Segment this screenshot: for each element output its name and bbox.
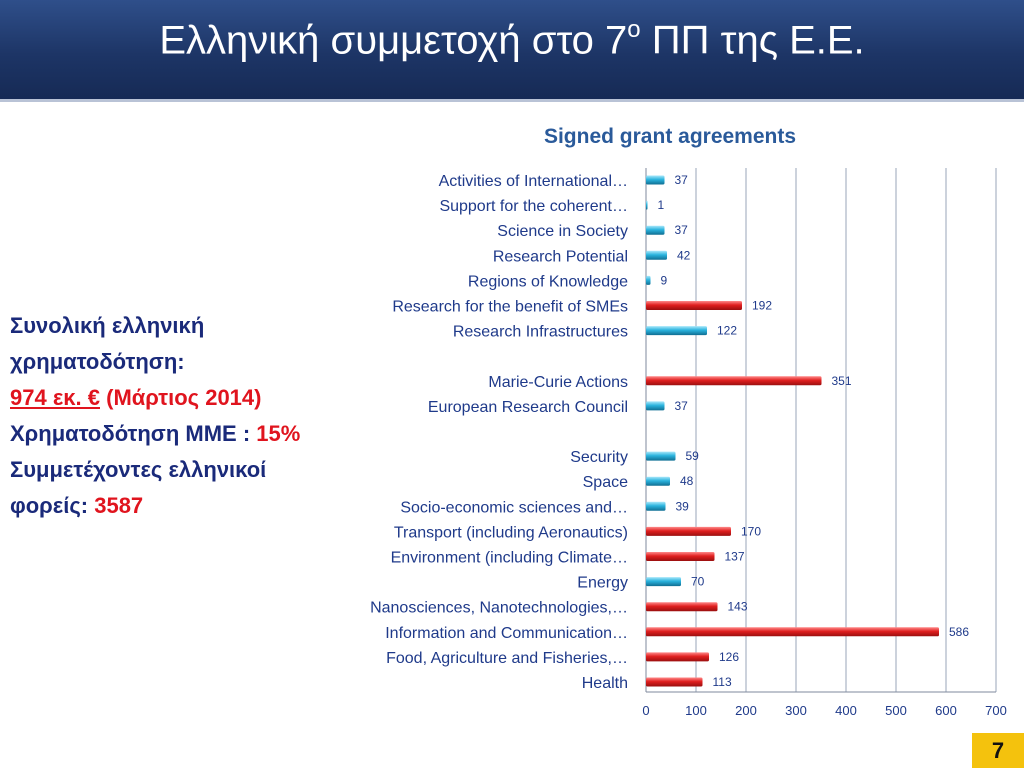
bar <box>646 175 665 185</box>
bar <box>646 602 718 612</box>
x-tick-label: 0 <box>642 703 649 718</box>
category-label: Support for the coherent… <box>439 198 628 215</box>
bar-value-label: 9 <box>661 273 668 287</box>
participants-label: φορείς: <box>10 493 95 518</box>
category-label: Environment (including Climate… <box>391 550 628 567</box>
x-tick-label: 200 <box>735 703 757 718</box>
category-label: Research Potential <box>493 248 628 265</box>
category-label: Research for the benefit of SMEs <box>392 299 628 316</box>
page-number: 7 <box>972 733 1024 768</box>
bar-value-label: 39 <box>676 499 690 513</box>
bar <box>646 376 822 386</box>
funding-amount: 974 εκ. € <box>10 385 100 410</box>
bar-value-label: 192 <box>752 299 772 313</box>
category-label: Science in Society <box>497 223 628 240</box>
bar-value-label: 42 <box>677 248 691 262</box>
sme-value: 15% <box>256 421 301 446</box>
bar <box>646 501 666 511</box>
category-label: Regions of Knowledge <box>468 273 628 290</box>
category-label: Security <box>570 449 628 466</box>
bar <box>646 401 665 411</box>
bar <box>646 225 665 235</box>
bar <box>646 326 707 336</box>
funding-date: (Μάρτιος 2014) <box>100 385 262 410</box>
summary-line-1: Συνολική ελληνική <box>10 313 205 338</box>
summary-participants-line-1: Συμμετέχοντες ελληνικοί <box>10 457 267 482</box>
bar-value-label: 170 <box>741 524 761 538</box>
slide-title: Ελληνική συμμετοχή στο 7ο ΠΠ της Ε.Ε. <box>159 16 865 63</box>
category-label: Space <box>583 474 628 491</box>
bar-value-label: 37 <box>675 173 689 187</box>
category-label: Information and Communication… <box>385 625 628 642</box>
bar-value-label: 122 <box>717 324 737 338</box>
summary-funding: 974 εκ. € (Μάρτιος 2014) <box>10 380 340 416</box>
grant-agreements-chart: Signed grant agreements Activities of In… <box>370 125 1007 718</box>
bar <box>646 451 676 461</box>
x-tick-label: 400 <box>835 703 857 718</box>
bar <box>646 577 681 587</box>
bar-value-label: 113 <box>713 675 732 689</box>
summary-sme: Χρηματοδότηση ΜΜΕ : 15% <box>10 416 340 452</box>
bar-value-label: 1 <box>658 198 665 212</box>
summary-participants: φορείς: 3587 <box>10 488 340 524</box>
bar <box>646 200 648 210</box>
x-tick-label: 600 <box>935 703 957 718</box>
bar-value-label: 351 <box>832 374 852 388</box>
bar-value-label: 37 <box>675 223 689 237</box>
x-tick-label: 700 <box>985 703 1007 718</box>
bar <box>646 652 709 662</box>
bar <box>646 627 939 637</box>
sme-label: Χρηματοδότηση ΜΜΕ : <box>10 421 257 446</box>
bar <box>646 476 670 486</box>
bar-value-label: 37 <box>675 399 689 413</box>
category-label: Food, Agriculture and Fisheries,… <box>386 650 628 667</box>
bar-value-label: 586 <box>949 625 969 639</box>
x-tick-label: 300 <box>785 703 807 718</box>
summary-box: Συνολική ελληνική χρηματοδότηση: 974 εκ.… <box>10 308 340 524</box>
bar-value-label: 143 <box>728 600 748 614</box>
x-tick-label: 100 <box>685 703 707 718</box>
x-tick-label: 500 <box>885 703 907 718</box>
chart-title: Signed grant agreements <box>544 125 796 148</box>
category-label: European Research Council <box>428 399 628 416</box>
category-label: Transport (including Aeronautics) <box>394 524 628 541</box>
summary-line-2: χρηματοδότηση: <box>10 349 185 374</box>
category-label: Nanosciences, Nanotechnologies,… <box>370 600 628 617</box>
category-label: Activities of International… <box>439 173 628 190</box>
bar-value-label: 126 <box>719 650 739 664</box>
bar <box>646 301 742 310</box>
category-label: Marie-Curie Actions <box>488 374 628 391</box>
bar-value-label: 59 <box>686 449 700 463</box>
bar <box>646 526 731 536</box>
category-label: Research Infrastructures <box>453 324 628 341</box>
participants-value: 3587 <box>94 493 144 518</box>
bar <box>646 250 667 260</box>
bar <box>646 275 651 285</box>
bar <box>646 677 703 687</box>
category-label: Socio-economic sciences and… <box>400 499 628 516</box>
slide-header: Ελληνική συμμετοχή στο 7ο ΠΠ της Ε.Ε. <box>0 0 1024 102</box>
bar-value-label: 137 <box>725 550 745 564</box>
bar <box>646 552 715 561</box>
bar-value-label: 70 <box>691 575 705 589</box>
category-label: Health <box>582 675 628 692</box>
bar-value-label: 48 <box>680 474 694 488</box>
category-label: Energy <box>577 575 628 592</box>
